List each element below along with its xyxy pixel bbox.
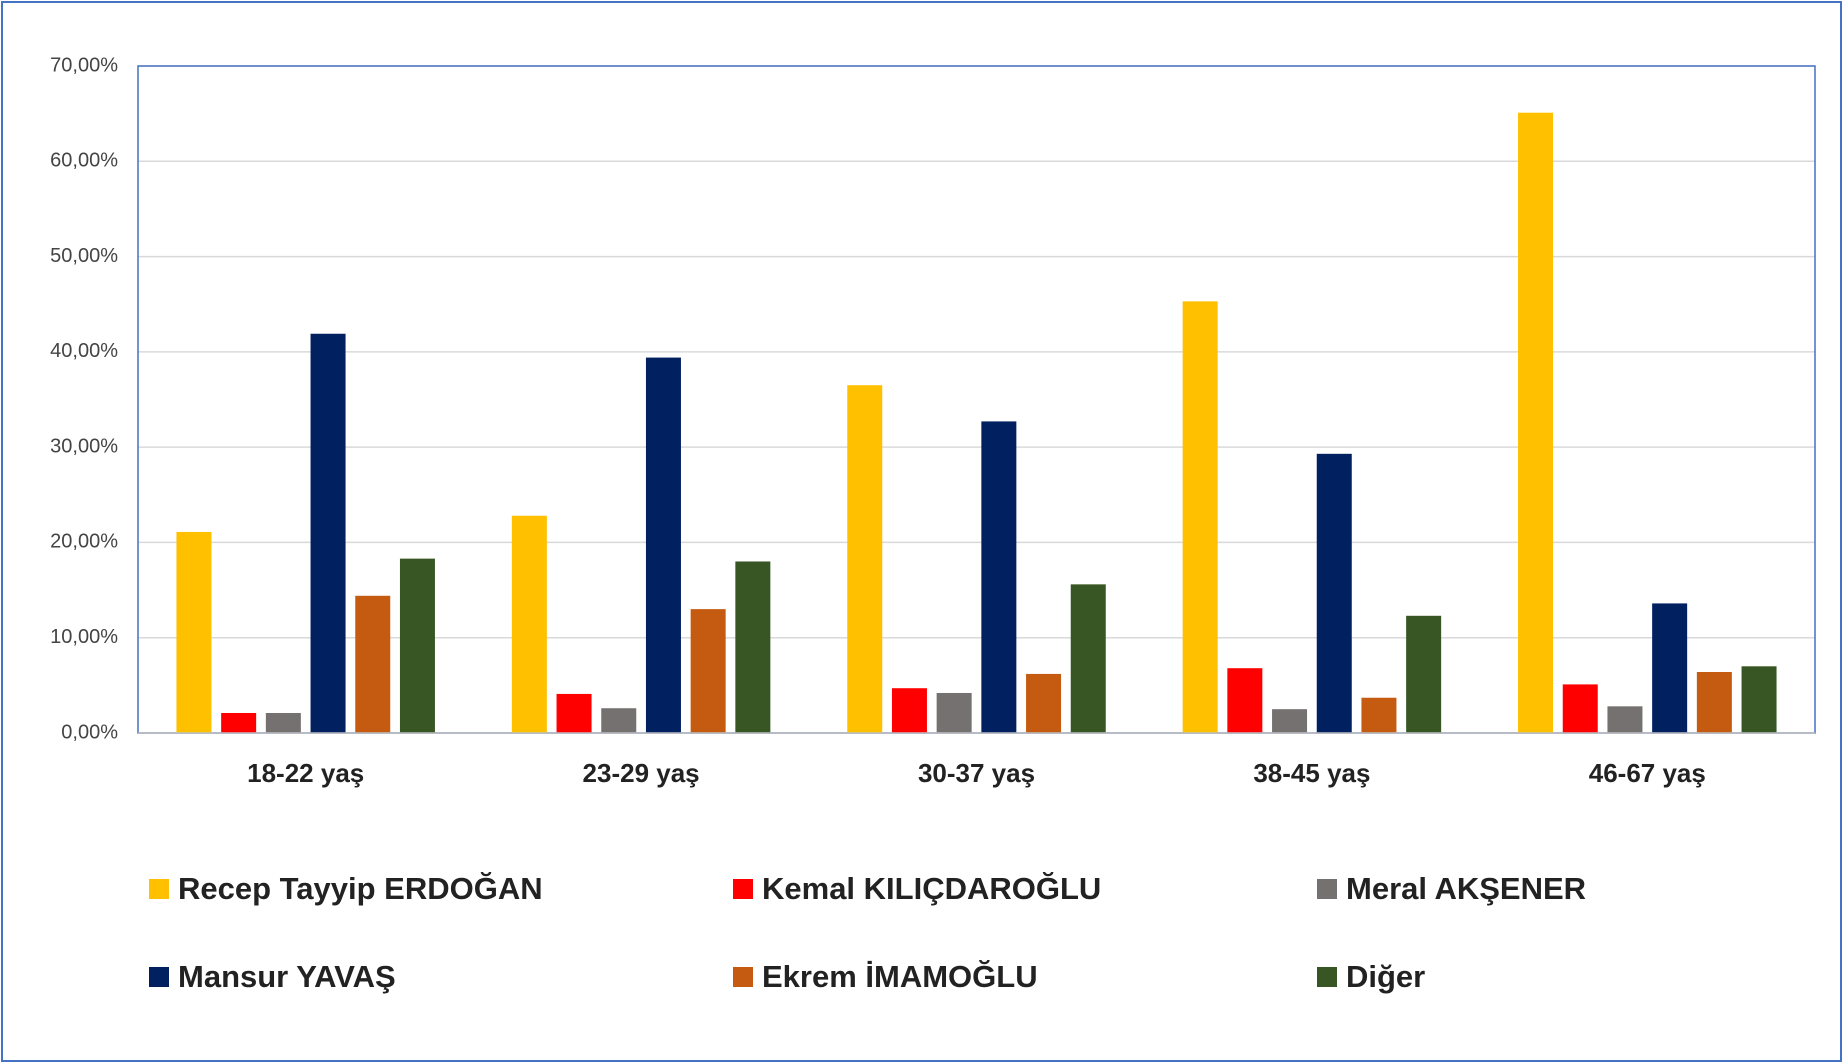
legend-swatch (1317, 879, 1337, 899)
legend-label: Recep Tayyip ERDOĞAN (178, 871, 543, 906)
bar (265, 712, 301, 733)
bar (1518, 112, 1554, 733)
bar (221, 712, 257, 733)
bar (511, 515, 547, 733)
legend-swatch (733, 879, 753, 899)
x-tick-label: 18-22 yaş (247, 758, 364, 788)
y-tick-label: 70,00% (50, 54, 118, 76)
bar (1361, 697, 1397, 733)
bar (1182, 301, 1218, 733)
legend-swatch (149, 879, 169, 899)
x-tick-label: 38-45 yaş (1253, 758, 1370, 788)
y-tick-label: 20,00% (50, 531, 118, 553)
legend-label: Diğer (1346, 959, 1425, 994)
y-tick-label: 40,00% (50, 340, 118, 362)
bar (1652, 603, 1688, 733)
bar (399, 558, 435, 733)
x-tick-label: 30-37 yaş (918, 758, 1035, 788)
legend-swatch (733, 967, 753, 987)
bar (355, 595, 391, 733)
bar (1272, 709, 1308, 733)
legend-label: Kemal KILIÇDAROĞLU (762, 871, 1101, 906)
bar (1227, 668, 1263, 733)
bar (891, 688, 927, 733)
legend-swatch (1317, 967, 1337, 987)
bar (556, 693, 592, 733)
bar (1026, 673, 1062, 733)
y-tick-label: 30,00% (50, 435, 118, 457)
bar (1562, 684, 1598, 733)
bar (735, 561, 771, 733)
y-tick-label: 50,00% (50, 245, 118, 267)
legend-label: Ekrem İMAMOĞLU (762, 959, 1038, 994)
bar (1696, 672, 1732, 733)
bar (1741, 666, 1777, 733)
x-tick-label: 23-29 yaş (583, 758, 700, 788)
bar (1607, 706, 1643, 733)
y-tick-label: 0,00% (61, 721, 118, 743)
legend-swatch (149, 967, 169, 987)
y-tick-label: 60,00% (50, 150, 118, 172)
bar (981, 421, 1017, 733)
bar (1316, 453, 1352, 733)
bar (645, 357, 681, 733)
bar (1406, 615, 1442, 733)
bar (847, 385, 883, 733)
bar (176, 531, 212, 733)
legend-label: Mansur YAVAŞ (178, 959, 396, 994)
bar (310, 333, 346, 733)
bar (936, 692, 972, 733)
bar (690, 609, 726, 733)
bar (1070, 584, 1106, 733)
bar (601, 708, 637, 733)
y-tick-label: 10,00% (50, 626, 118, 648)
legend-label: Meral AKŞENER (1346, 871, 1586, 906)
x-tick-label: 46-67 yaş (1589, 758, 1706, 788)
